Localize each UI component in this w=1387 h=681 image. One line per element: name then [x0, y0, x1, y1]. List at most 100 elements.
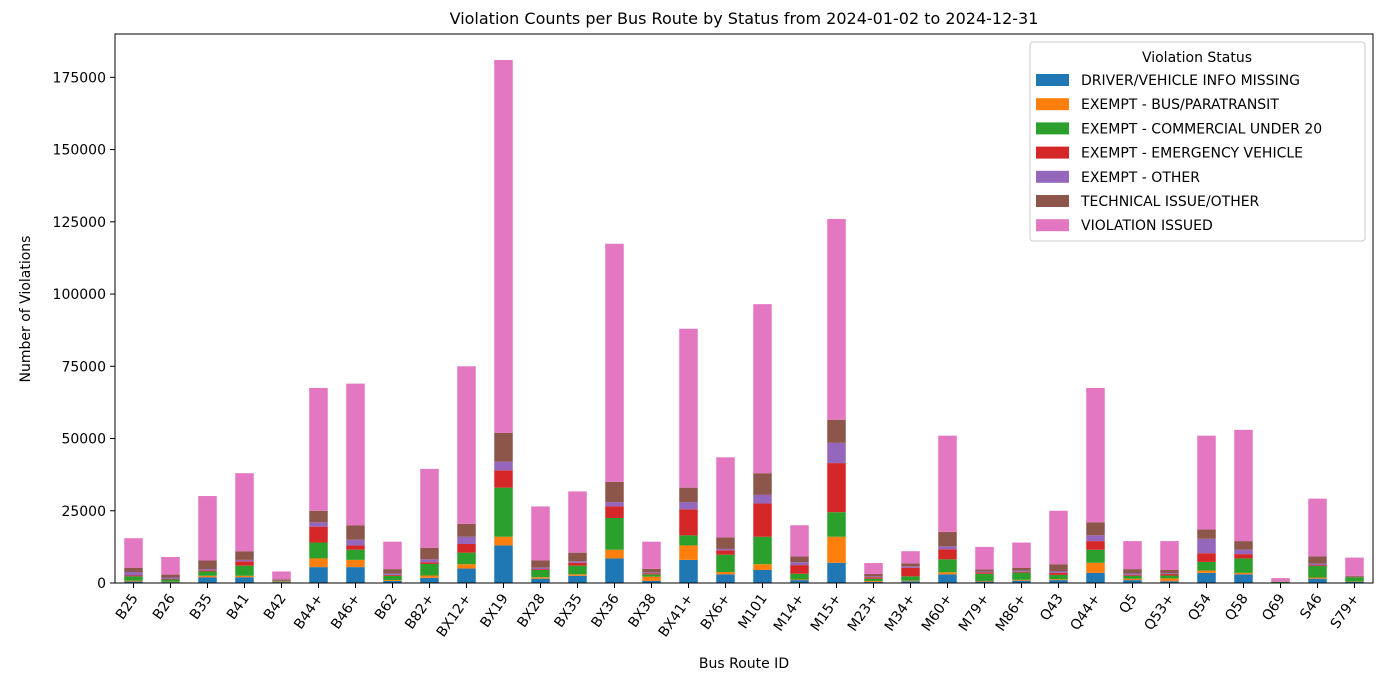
bar-segment	[1012, 573, 1031, 580]
bar-segment	[938, 572, 957, 574]
bar-segment	[1308, 565, 1327, 566]
x-tick-label: B82+	[402, 591, 438, 632]
bar-segment	[864, 576, 883, 577]
bar-segment	[1049, 579, 1068, 580]
bar-segment	[272, 579, 291, 580]
bar-segment	[420, 564, 439, 576]
y-tick-label: 125000	[53, 215, 106, 231]
bar-segment	[864, 581, 883, 582]
bar-segment	[420, 575, 439, 577]
bar-segment	[346, 525, 365, 539]
bar-segment	[124, 538, 143, 567]
bar-segment	[901, 551, 920, 563]
bar-segment	[901, 566, 920, 567]
bar-segment	[198, 569, 217, 570]
bar-segment	[605, 502, 624, 506]
bar-segment	[124, 575, 143, 576]
legend-label: EXEMPT - COMMERCIAL UNDER 20	[1081, 121, 1322, 137]
bar-segment	[1086, 522, 1105, 535]
bar-segment	[161, 557, 180, 575]
bar-segment	[827, 537, 846, 563]
bar-segment	[531, 570, 550, 577]
bar-segment	[531, 560, 550, 567]
bar-segment	[1197, 553, 1216, 562]
x-tick-label: B35	[187, 591, 216, 623]
bar-segment	[975, 571, 994, 572]
bar-segment	[827, 443, 846, 463]
bar-segment	[753, 495, 772, 504]
bar-segment	[605, 506, 624, 518]
bar-segment	[716, 574, 735, 583]
bar-segment	[642, 569, 661, 572]
bar-segment	[901, 576, 920, 580]
x-tick-label: Q54	[1185, 591, 1215, 624]
bar-segment	[790, 580, 809, 581]
bar-segment	[679, 535, 698, 545]
bar-segment	[1308, 579, 1327, 583]
bar-segment	[383, 573, 402, 574]
bar-segment	[235, 473, 254, 551]
bar-segment	[1234, 430, 1253, 541]
bar-segment	[457, 537, 476, 544]
bar-segment	[272, 581, 291, 582]
bar-segment	[198, 576, 217, 577]
bar-segment	[568, 491, 587, 552]
bar-segment	[642, 574, 661, 576]
bar-segment	[1345, 577, 1364, 581]
bar-segment	[494, 545, 513, 583]
x-tick-label: B26	[150, 591, 179, 623]
bar-segment	[494, 60, 513, 433]
bar-segment	[272, 571, 291, 579]
bar-segment	[346, 384, 365, 526]
y-tick-label: 75000	[61, 359, 106, 375]
x-tick-label: M23+	[845, 591, 882, 634]
bar-segment	[1123, 575, 1142, 576]
bar-segment	[420, 562, 439, 564]
legend-frame	[1030, 42, 1365, 241]
bar-segment	[531, 568, 550, 569]
bar-segment	[1271, 578, 1290, 581]
x-tick-label: S46	[1297, 591, 1325, 622]
bar-segment	[1345, 558, 1364, 576]
bar-segment	[568, 574, 587, 575]
bar-segment	[753, 304, 772, 473]
bar-segment	[1123, 579, 1142, 580]
bar-segment	[494, 470, 513, 487]
legend-label: VIOLATION ISSUED	[1081, 218, 1213, 234]
bar-segment	[420, 548, 439, 560]
bar-segment	[383, 580, 402, 581]
y-tick-label: 50000	[61, 432, 106, 448]
y-tick-label: 150000	[53, 143, 106, 159]
bar-segment	[679, 545, 698, 559]
bar-segment	[309, 511, 328, 523]
bar-segment	[790, 525, 809, 556]
bar-segment	[568, 566, 587, 575]
x-tick-label: B62	[372, 591, 401, 623]
bar-segment	[1345, 576, 1364, 577]
bar-segment	[1123, 576, 1142, 579]
bar-segment	[938, 546, 957, 549]
bar-segment	[679, 560, 698, 583]
x-tick-label: S79+	[1328, 591, 1363, 632]
bar-segment	[1086, 388, 1105, 522]
bar-segment	[753, 473, 772, 495]
bar-segment	[790, 574, 809, 580]
bar-segment	[198, 560, 217, 569]
x-tick-label: Q53+	[1141, 591, 1177, 633]
legend-swatch	[1036, 98, 1069, 110]
bar-segment	[827, 463, 846, 512]
bar-segment	[457, 569, 476, 583]
x-tick-label: B44+	[291, 591, 327, 632]
bar-segment	[716, 549, 735, 550]
bar-segment	[1160, 573, 1179, 574]
bar-segment	[457, 553, 476, 565]
bar-segment	[827, 563, 846, 583]
bar-segment	[235, 560, 254, 561]
y-tick-label: 0	[97, 576, 106, 592]
x-tick-label: BX38	[625, 591, 659, 630]
x-tick-label: BX41+	[656, 591, 697, 640]
bar-segment	[1308, 564, 1327, 565]
bar-segment	[938, 574, 957, 583]
bar-segment	[1271, 582, 1290, 583]
bar-segment	[1160, 578, 1179, 581]
